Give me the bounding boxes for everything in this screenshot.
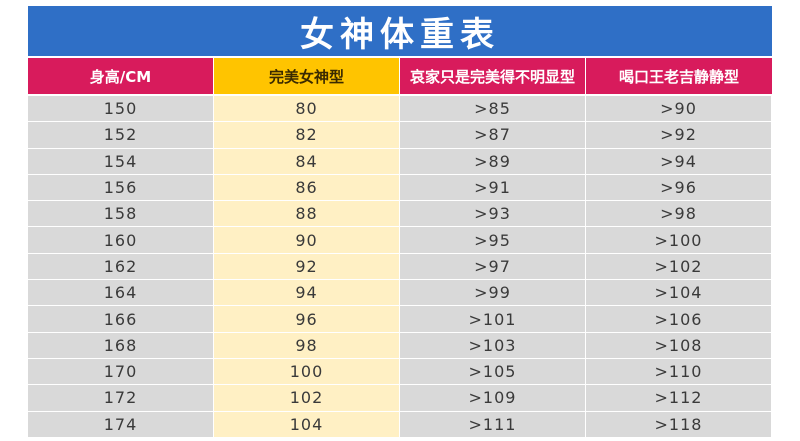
table-title: 女神体重表 [28, 6, 772, 56]
perfect-weight-cell: 86 [214, 174, 400, 201]
calm-weight-cell: >94 [586, 148, 772, 174]
perfect-weight-cell: 92 [214, 253, 400, 280]
header-calm-type: 喝口王老吉静静型 [586, 58, 772, 94]
perfect-weight-cell: 100 [214, 358, 400, 385]
perfect-weight-cell: 80 [214, 96, 400, 122]
header-perfect-goddess: 完美女神型 [214, 58, 400, 94]
calm-weight-cell: >110 [586, 358, 772, 385]
not-obvious-weight-cell: >93 [400, 201, 586, 227]
calm-weight-cell: >106 [586, 306, 772, 332]
not-obvious-weight-cell: >101 [400, 306, 586, 332]
height-cell: 160 [28, 227, 214, 253]
perfect-weight-cell: 104 [214, 411, 400, 437]
not-obvious-weight-cell: >97 [400, 253, 586, 280]
perfect-weight-cell: 82 [214, 122, 400, 148]
calm-weight-cell: >112 [586, 385, 772, 411]
table-row: 150 80 >85 >90 [28, 96, 772, 123]
calm-weight-cell: >102 [586, 253, 772, 280]
table-row: 156 86 >91 >96 [28, 174, 772, 202]
height-cell: 168 [28, 332, 214, 358]
not-obvious-weight-cell: >111 [400, 411, 586, 437]
header-height: 身高/CM [28, 58, 214, 94]
perfect-weight-cell: 96 [214, 306, 400, 332]
table-row: 166 96 >101 >106 [28, 306, 772, 333]
table-row: 158 88 >93 >98 [28, 201, 772, 228]
not-obvious-weight-cell: >87 [400, 122, 586, 148]
not-obvious-weight-cell: >85 [400, 96, 586, 122]
table-row: 170 100 >105 >110 [28, 358, 772, 386]
height-cell: 154 [28, 148, 214, 174]
table-row: 160 90 >95 >100 [28, 227, 772, 254]
perfect-weight-cell: 90 [214, 227, 400, 253]
perfect-weight-cell: 102 [214, 385, 400, 411]
perfect-weight-cell: 88 [214, 201, 400, 227]
height-cell: 150 [28, 96, 214, 122]
calm-weight-cell: >98 [586, 201, 772, 227]
table-row: 164 94 >99 >104 [28, 280, 772, 307]
table-row: 174 104 >111 >118 [28, 411, 772, 438]
perfect-weight-cell: 94 [214, 280, 400, 306]
not-obvious-weight-cell: >91 [400, 174, 586, 201]
table-row: 152 82 >87 >92 [28, 122, 772, 149]
height-cell: 156 [28, 174, 214, 201]
calm-weight-cell: >108 [586, 332, 772, 358]
calm-weight-cell: >104 [586, 280, 772, 306]
header-not-obvious: 哀家只是完美得不明显型 [400, 58, 586, 94]
height-cell: 158 [28, 201, 214, 227]
not-obvious-weight-cell: >89 [400, 148, 586, 174]
table-body: 150 80 >85 >90 152 82 >87 >92 154 84 >89 >94 156 86 >9… [28, 96, 772, 438]
height-cell: 166 [28, 306, 214, 332]
table-row: 168 98 >103 >108 [28, 332, 772, 359]
not-obvious-weight-cell: >99 [400, 280, 586, 306]
height-cell: 170 [28, 358, 214, 385]
height-cell: 164 [28, 280, 214, 306]
height-cell: 174 [28, 411, 214, 437]
perfect-weight-cell: 84 [214, 148, 400, 174]
not-obvious-weight-cell: >105 [400, 358, 586, 385]
calm-weight-cell: >90 [586, 96, 772, 122]
not-obvious-weight-cell: >109 [400, 385, 586, 411]
not-obvious-weight-cell: >95 [400, 227, 586, 253]
header-row: 身高/CM 完美女神型 哀家只是完美得不明显型 喝口王老吉静静型 [28, 58, 772, 94]
table-row: 162 92 >97 >102 [28, 253, 772, 281]
height-cell: 172 [28, 385, 214, 411]
calm-weight-cell: >92 [586, 122, 772, 148]
perfect-weight-cell: 98 [214, 332, 400, 358]
calm-weight-cell: >118 [586, 411, 772, 437]
weight-table: 女神体重表 身高/CM 完美女神型 哀家只是完美得不明显型 喝口王老吉静静型 1… [28, 6, 772, 438]
height-cell: 152 [28, 122, 214, 148]
calm-weight-cell: >100 [586, 227, 772, 253]
calm-weight-cell: >96 [586, 174, 772, 201]
height-cell: 162 [28, 253, 214, 280]
table-row: 154 84 >89 >94 [28, 148, 772, 175]
not-obvious-weight-cell: >103 [400, 332, 586, 358]
table-row: 172 102 >109 >112 [28, 385, 772, 412]
